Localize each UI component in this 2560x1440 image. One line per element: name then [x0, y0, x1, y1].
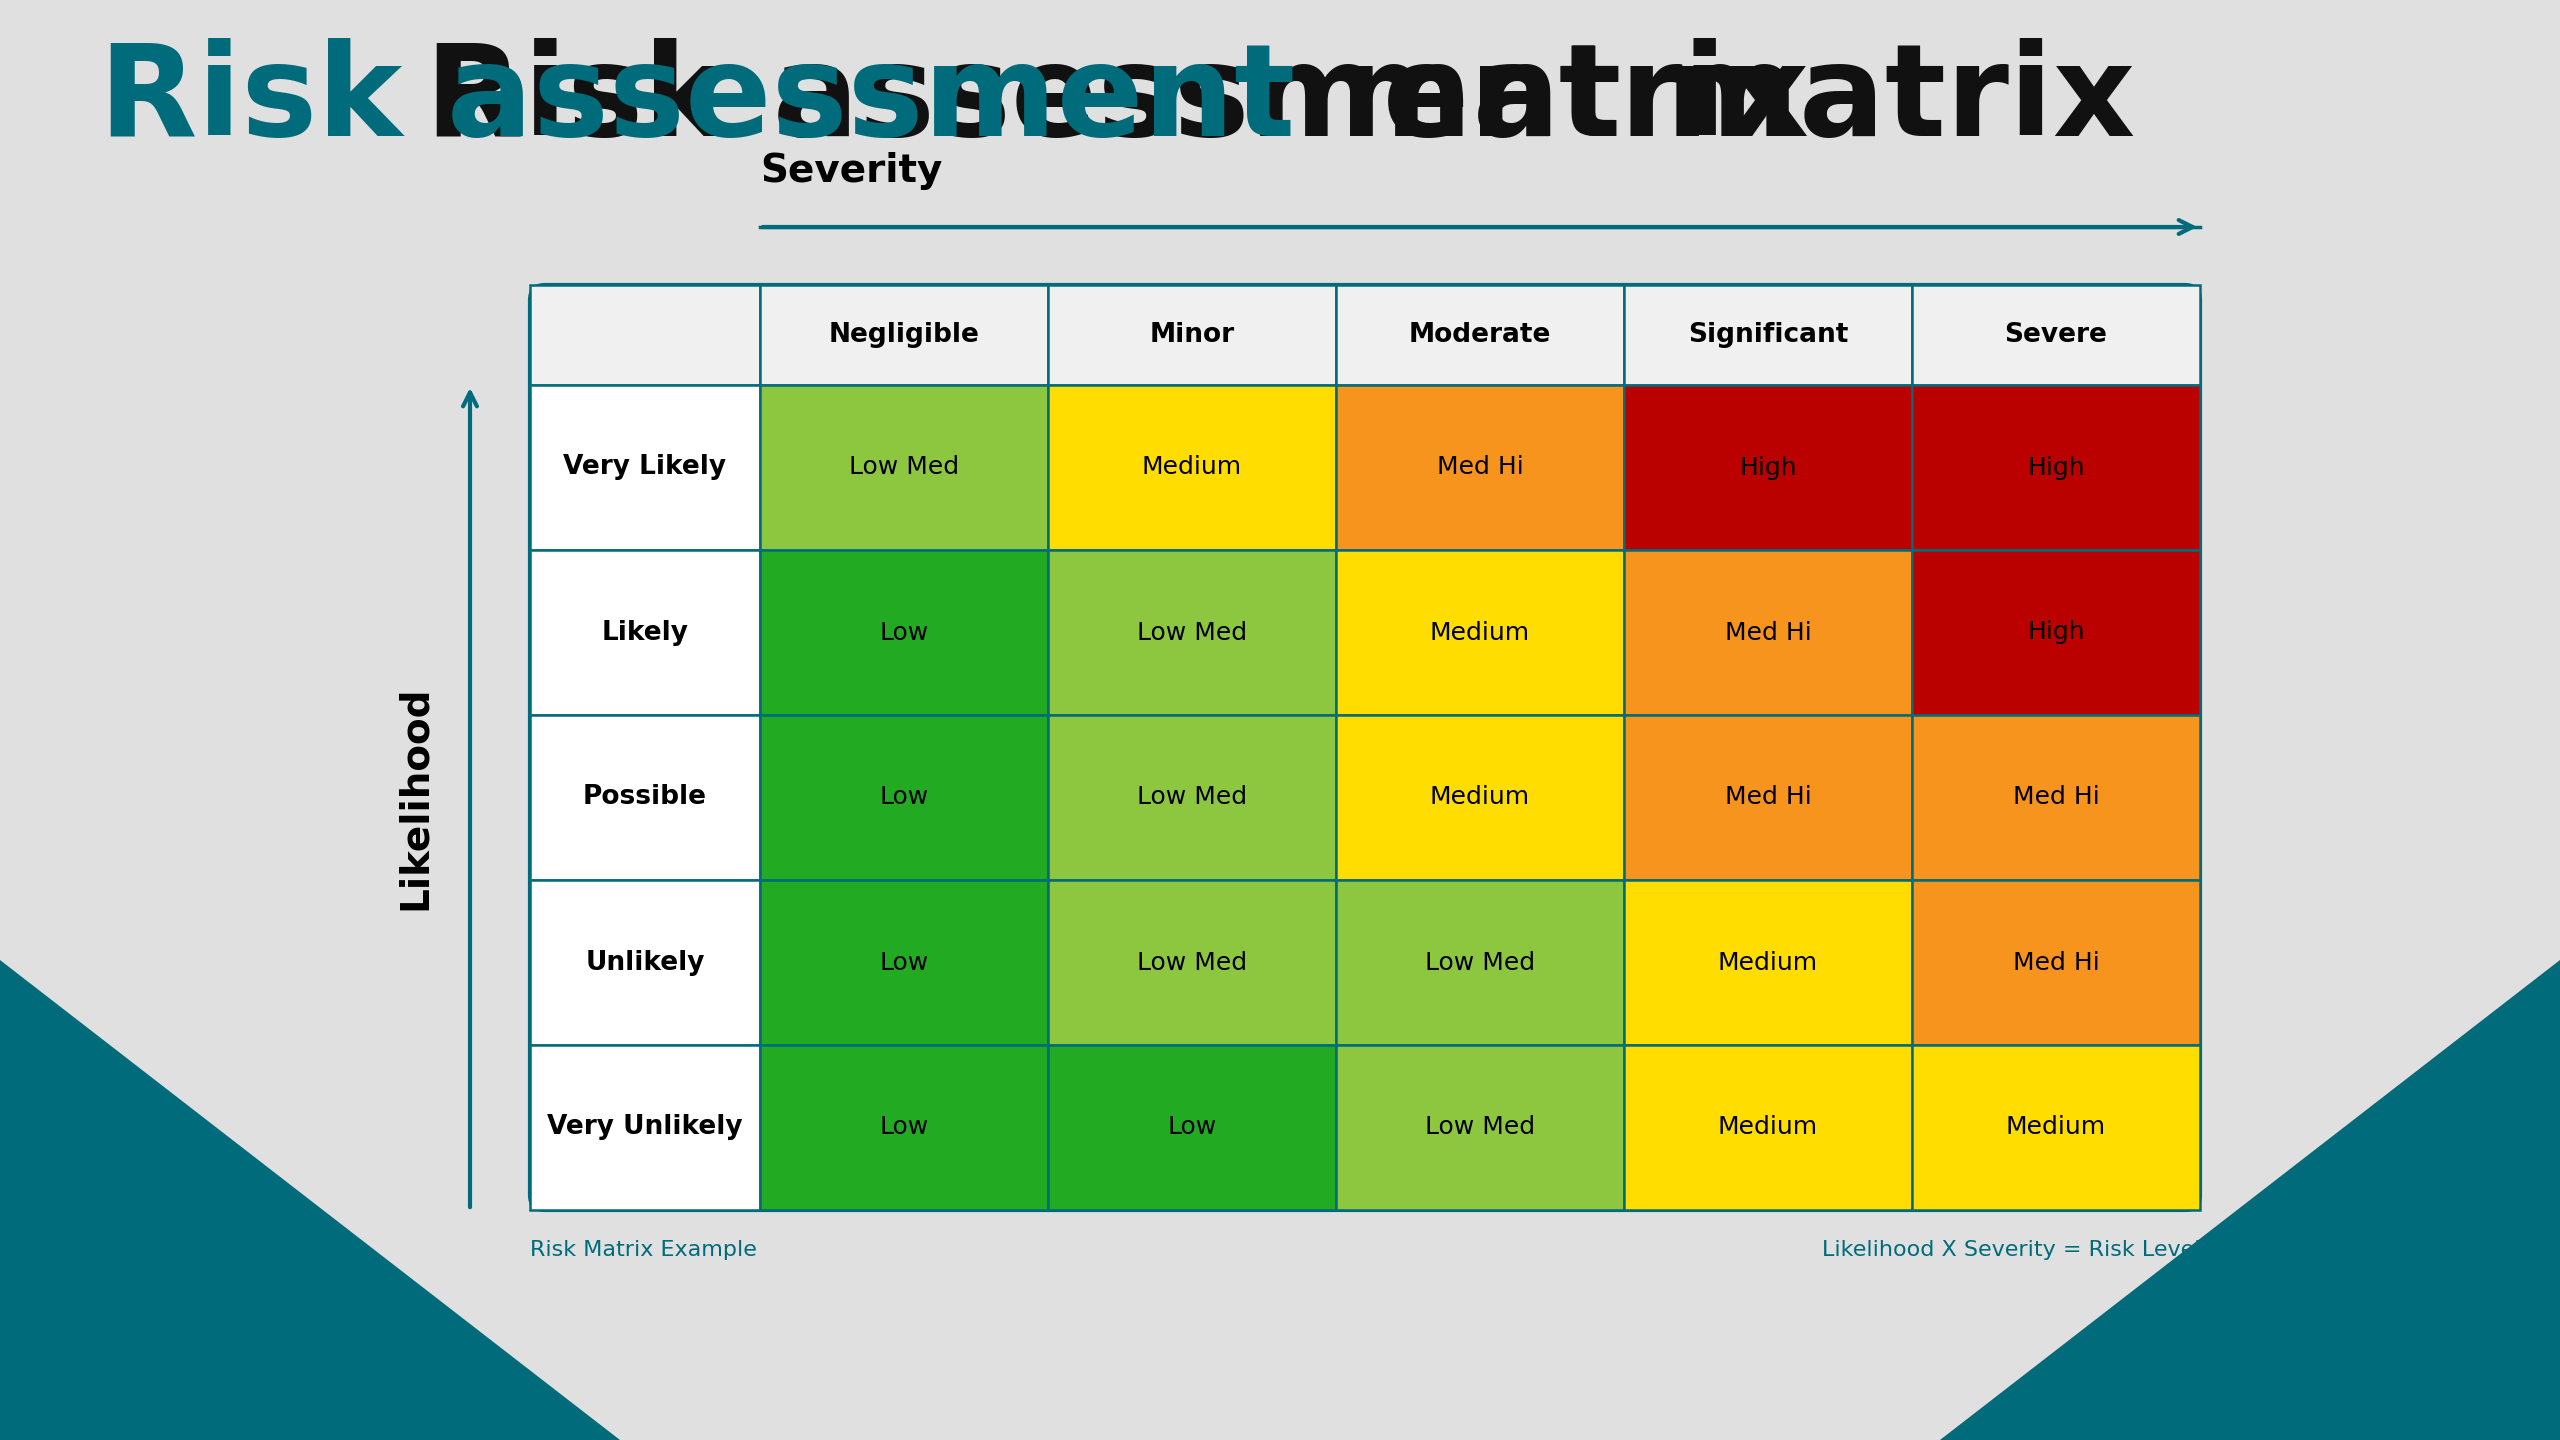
- Text: High: High: [1738, 455, 1797, 480]
- Bar: [760, 550, 1047, 716]
- Text: Moderate: Moderate: [1408, 323, 1551, 348]
- Text: Severe: Severe: [2004, 323, 2107, 348]
- Bar: [1336, 716, 1623, 880]
- Text: Med Hi: Med Hi: [2012, 785, 2099, 809]
- Text: Very Likely: Very Likely: [563, 455, 727, 481]
- Bar: [760, 285, 1047, 384]
- Text: matrix: matrix: [1295, 37, 1810, 163]
- Bar: [1336, 1045, 1623, 1210]
- Bar: [1912, 550, 2199, 716]
- Bar: [1623, 716, 1912, 880]
- Bar: [530, 550, 760, 716]
- Text: Low Med: Low Med: [850, 455, 960, 480]
- Text: Possible: Possible: [584, 785, 707, 811]
- Text: Medium: Medium: [1142, 455, 1242, 480]
- Text: Low: Low: [881, 1116, 929, 1139]
- Polygon shape: [1940, 960, 2560, 1440]
- Bar: [1623, 880, 1912, 1045]
- Text: Medium: Medium: [1718, 1116, 1818, 1139]
- Bar: [1912, 384, 2199, 550]
- Text: Medium: Medium: [1431, 785, 1531, 809]
- Bar: [1912, 880, 2199, 1045]
- Text: Low Med: Low Med: [1137, 785, 1247, 809]
- Bar: [1912, 1045, 2199, 1210]
- Bar: [1336, 384, 1623, 550]
- Polygon shape: [0, 960, 620, 1440]
- Bar: [1047, 384, 1336, 550]
- Bar: [1912, 285, 2199, 384]
- Bar: [1047, 1045, 1336, 1210]
- Text: Low Med: Low Med: [1137, 621, 1247, 645]
- Text: Severity: Severity: [760, 153, 942, 190]
- Text: Very Unlikely: Very Unlikely: [548, 1115, 742, 1140]
- Text: Likelihood: Likelihood: [397, 685, 435, 910]
- Bar: [530, 285, 760, 384]
- Bar: [760, 716, 1047, 880]
- Bar: [1047, 285, 1336, 384]
- Bar: [1912, 716, 2199, 880]
- Bar: [1623, 550, 1912, 716]
- Text: Low: Low: [1167, 1116, 1216, 1139]
- Text: Low Med: Low Med: [1426, 1116, 1536, 1139]
- Bar: [1623, 285, 1912, 384]
- Bar: [1047, 550, 1336, 716]
- Bar: [1623, 1045, 1912, 1210]
- Text: Med Hi: Med Hi: [1725, 785, 1812, 809]
- Text: Medium: Medium: [1718, 950, 1818, 975]
- Bar: [530, 716, 760, 880]
- Bar: [1047, 880, 1336, 1045]
- Text: Minor: Minor: [1149, 323, 1234, 348]
- Text: Med Hi: Med Hi: [1725, 621, 1812, 645]
- Text: Risk assessment matrix: Risk assessment matrix: [425, 37, 2135, 163]
- Text: Significant: Significant: [1687, 323, 1848, 348]
- Text: Low: Low: [881, 785, 929, 809]
- Text: High: High: [2028, 455, 2084, 480]
- Text: Likelihood X Severity = Risk Level: Likelihood X Severity = Risk Level: [1823, 1240, 2199, 1260]
- Bar: [1623, 384, 1912, 550]
- Text: Low Med: Low Med: [1426, 950, 1536, 975]
- Text: Low: Low: [881, 950, 929, 975]
- Text: Risk assessment: Risk assessment: [100, 37, 1295, 163]
- Text: Med Hi: Med Hi: [2012, 950, 2099, 975]
- Text: Risk Matrix Example: Risk Matrix Example: [530, 1240, 758, 1260]
- Text: Low Med: Low Med: [1137, 950, 1247, 975]
- Bar: [760, 880, 1047, 1045]
- Text: Likely: Likely: [602, 619, 689, 645]
- Bar: [530, 1045, 760, 1210]
- Bar: [1336, 285, 1623, 384]
- Text: Unlikely: Unlikely: [586, 949, 704, 975]
- Text: Negligible: Negligible: [829, 323, 980, 348]
- Bar: [760, 384, 1047, 550]
- Bar: [1336, 880, 1623, 1045]
- Bar: [530, 880, 760, 1045]
- Text: Low: Low: [881, 621, 929, 645]
- Bar: [530, 384, 760, 550]
- Bar: [1047, 716, 1336, 880]
- FancyBboxPatch shape: [530, 285, 2199, 1210]
- Text: High: High: [2028, 621, 2084, 645]
- Bar: [760, 1045, 1047, 1210]
- Text: Medium: Medium: [1431, 621, 1531, 645]
- Bar: [1336, 550, 1623, 716]
- Text: Med Hi: Med Hi: [1436, 455, 1523, 480]
- Text: Medium: Medium: [2007, 1116, 2107, 1139]
